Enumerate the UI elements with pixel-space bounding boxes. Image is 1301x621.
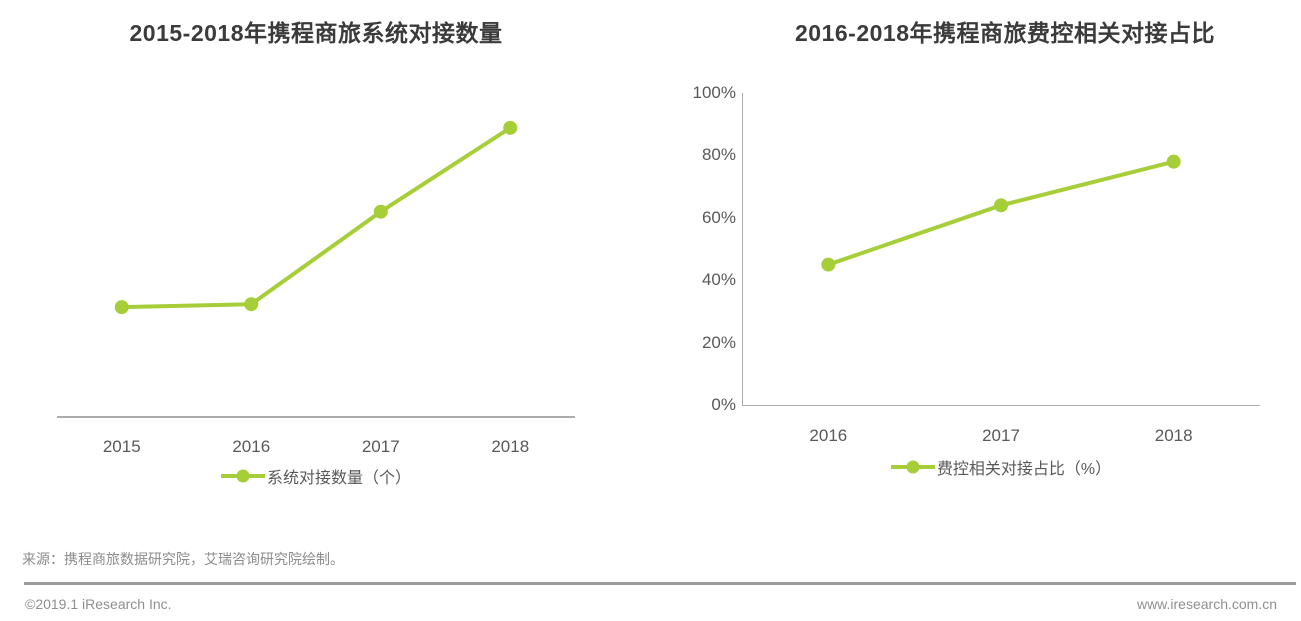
y-axis-tick-label: 60% <box>701 208 736 227</box>
x-axis-label: 2016 <box>809 426 848 445</box>
legend-dot-icon <box>906 460 920 474</box>
x-axis-line <box>742 405 1260 406</box>
chart2-legend-label: 费控相关对接占比（%） <box>936 461 1112 478</box>
legend-line-marker-icon <box>220 469 265 483</box>
y-axis-tick-label: 100% <box>692 83 736 102</box>
x-axis-label: 2017 <box>982 426 1020 445</box>
chart1-legend: 系统对接数量（个） <box>57 464 575 488</box>
footer-divider <box>24 582 1296 585</box>
chart2-legend: 费控相关对接占比（%） <box>742 455 1260 479</box>
y-axis-tick-label: 80% <box>701 145 736 164</box>
chart1-legend-label: 系统对接数量（个） <box>266 470 411 487</box>
x-axis-label: 2018 <box>1154 426 1193 445</box>
x-axis-label: 2016 <box>232 437 271 456</box>
chart1-title: 2015-2018年携程商旅系统对接数量 <box>129 20 503 46</box>
chart2-x-axis-labels: 2016 2017 2018 <box>742 426 1260 446</box>
footer-website: www.iresearch.com.cn <box>1136 596 1277 612</box>
chart-system-connections: 2015-2018年携程商旅系统对接数量 2015 2016 2017 2018… <box>57 0 575 500</box>
chart1-x-axis-labels: 2015 2016 2017 2018 <box>57 437 575 457</box>
y-axis-line <box>742 93 743 405</box>
legend-dot-icon <box>236 469 250 483</box>
y-axis-tick-label: 0% <box>711 395 736 414</box>
chart-expense-control-ratio: 2016-2018年携程商旅费控相关对接占比 100% 80% 60% 40% … <box>680 0 1280 500</box>
x-axis-label: 2018 <box>491 437 530 456</box>
chart1-line-plot <box>57 120 575 418</box>
source-note: 来源：携程商旅数据研究院，艾瑞咨询研究院绘制。 <box>22 551 344 567</box>
chart2-line-plot <box>821 154 1181 272</box>
footer-copyright: ©2019.1 iResearch Inc. <box>25 596 172 612</box>
y-axis-tick-label: 40% <box>701 270 736 289</box>
x-axis-label: 2015 <box>102 437 141 456</box>
chart2-title: 2016-2018年携程商旅费控相关对接占比 <box>795 20 1215 46</box>
legend-line-marker-icon <box>890 460 935 474</box>
x-axis-label: 2017 <box>361 437 400 456</box>
y-axis-tick-label: 20% <box>701 333 736 352</box>
